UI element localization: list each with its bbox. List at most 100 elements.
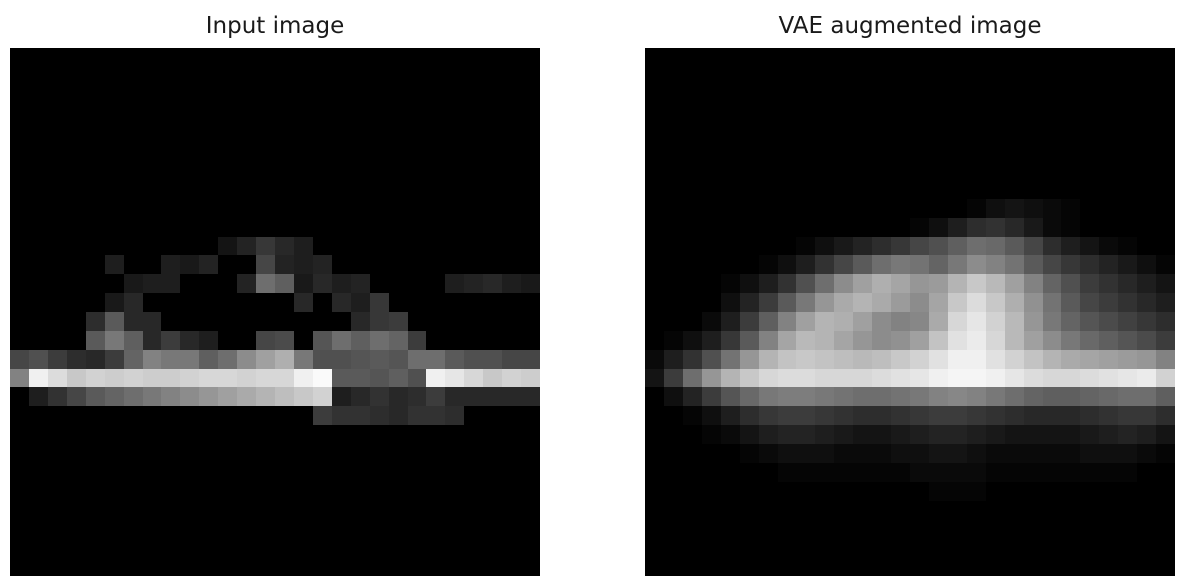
pixel — [853, 274, 873, 294]
pixel — [1080, 519, 1099, 538]
pixel — [275, 161, 294, 180]
pixel — [464, 312, 483, 331]
pixel — [388, 349, 408, 369]
pixel — [502, 387, 522, 407]
pixel — [740, 255, 759, 274]
pixel — [218, 425, 237, 444]
pixel — [350, 312, 370, 331]
pixel — [218, 48, 237, 67]
pixel — [948, 123, 967, 142]
pixel — [1023, 312, 1043, 331]
pixel — [1042, 274, 1062, 294]
pixel — [351, 444, 370, 463]
pixel — [739, 387, 759, 407]
pixel — [1005, 180, 1024, 199]
pixel — [948, 67, 967, 86]
pixel — [645, 142, 664, 161]
pixel — [294, 86, 313, 105]
pixel — [86, 142, 105, 161]
pixel — [815, 255, 835, 275]
pixel — [815, 218, 834, 237]
pixel — [1023, 293, 1043, 312]
pixel — [48, 123, 67, 142]
pixel — [237, 331, 256, 350]
pixel — [521, 67, 540, 86]
pixel — [426, 218, 445, 237]
pixel — [426, 293, 445, 312]
pixel — [313, 557, 332, 576]
pixel — [1156, 519, 1175, 538]
pixel — [910, 142, 929, 161]
pixel — [218, 274, 237, 293]
pixel — [1043, 67, 1062, 86]
pixel — [1023, 368, 1043, 388]
pixel — [1137, 142, 1156, 161]
pixel — [967, 538, 986, 557]
pixel — [834, 538, 853, 557]
pixel — [67, 557, 86, 576]
pixel — [312, 274, 332, 294]
pixel — [10, 425, 29, 444]
pixel — [1061, 236, 1081, 256]
pixel — [332, 425, 351, 444]
pixel — [947, 368, 967, 388]
pixel — [351, 142, 370, 161]
pixel — [928, 444, 948, 463]
pixel — [389, 519, 408, 538]
pixel — [702, 538, 721, 557]
pixel — [721, 199, 740, 218]
pixel — [161, 387, 181, 407]
pixel — [796, 519, 815, 538]
pixel — [1080, 349, 1100, 369]
pixel — [1061, 217, 1081, 237]
pixel — [778, 67, 797, 86]
pixel — [1137, 218, 1156, 237]
pixel — [1042, 406, 1062, 426]
pixel — [313, 482, 332, 501]
pixel — [853, 142, 872, 161]
pixel — [1080, 218, 1099, 237]
pixel — [796, 180, 815, 199]
pixel — [645, 519, 664, 538]
pixel — [10, 48, 29, 67]
pixel — [502, 463, 521, 482]
pixel — [256, 48, 275, 67]
pixel — [1118, 330, 1138, 350]
pixel — [815, 274, 835, 294]
pixel — [1156, 444, 1175, 463]
pixel — [645, 105, 664, 124]
pixel — [313, 519, 332, 538]
pixel — [256, 255, 275, 275]
pixel — [1080, 236, 1100, 256]
pixel — [910, 293, 929, 312]
pixel — [218, 463, 237, 482]
pixel — [1061, 48, 1080, 67]
pixel — [1099, 48, 1118, 67]
pixel — [350, 368, 370, 388]
pixel — [483, 519, 502, 538]
pixel — [1080, 312, 1100, 331]
pixel — [948, 48, 967, 67]
pixel — [872, 86, 891, 105]
pixel — [502, 86, 521, 105]
pixel — [682, 387, 702, 407]
pixel — [370, 180, 389, 199]
pixel — [985, 406, 1005, 426]
pixel — [256, 444, 275, 463]
pixel — [48, 218, 67, 237]
pixel — [1023, 349, 1043, 369]
pixel — [332, 86, 351, 105]
pixel — [834, 406, 854, 426]
pixel — [985, 255, 1005, 275]
pixel — [29, 274, 48, 293]
pixel — [947, 217, 967, 237]
pixel — [426, 463, 445, 482]
pixel — [350, 293, 370, 312]
pixel — [351, 161, 370, 180]
pixel — [891, 199, 910, 218]
pixel — [1099, 444, 1119, 463]
pixel — [351, 255, 370, 274]
pixel — [1024, 482, 1043, 501]
pixel — [502, 105, 521, 124]
pixel — [1099, 462, 1119, 482]
